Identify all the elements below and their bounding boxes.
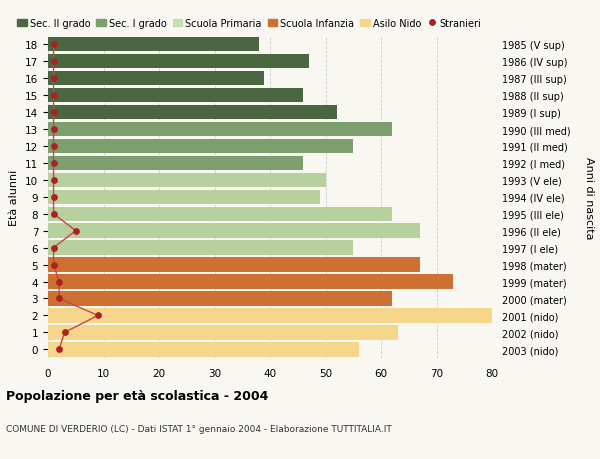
Bar bbox=[48, 275, 453, 289]
Bar bbox=[48, 241, 353, 255]
Legend: Sec. II grado, Sec. I grado, Scuola Primaria, Scuola Infanzia, Asilo Nido, Stran: Sec. II grado, Sec. I grado, Scuola Prim… bbox=[17, 19, 481, 28]
Bar bbox=[48, 190, 320, 205]
Point bbox=[93, 312, 103, 319]
Bar bbox=[48, 207, 392, 221]
Point bbox=[49, 211, 58, 218]
Point bbox=[60, 329, 70, 336]
Bar bbox=[48, 342, 359, 357]
Point bbox=[49, 92, 58, 100]
Bar bbox=[48, 157, 303, 171]
Point bbox=[49, 41, 58, 49]
Bar bbox=[48, 55, 309, 69]
Bar bbox=[48, 72, 265, 86]
Bar bbox=[48, 291, 392, 306]
Bar bbox=[48, 89, 303, 103]
Bar bbox=[48, 308, 492, 323]
Point bbox=[54, 278, 64, 285]
Point bbox=[49, 194, 58, 201]
Y-axis label: Età alunni: Età alunni bbox=[10, 169, 19, 225]
Text: COMUNE DI VERDERIO (LC) - Dati ISTAT 1° gennaio 2004 - Elaborazione TUTTITALIA.I: COMUNE DI VERDERIO (LC) - Dati ISTAT 1° … bbox=[6, 425, 392, 433]
Text: Popolazione per età scolastica - 2004: Popolazione per età scolastica - 2004 bbox=[6, 389, 268, 403]
Point bbox=[49, 261, 58, 269]
Point bbox=[49, 143, 58, 150]
Bar bbox=[48, 140, 353, 154]
Point bbox=[49, 109, 58, 117]
Bar bbox=[48, 258, 420, 272]
Point bbox=[71, 228, 80, 235]
Point bbox=[54, 346, 64, 353]
Point bbox=[49, 177, 58, 184]
Bar bbox=[48, 325, 398, 340]
Point bbox=[49, 160, 58, 167]
Bar bbox=[48, 173, 325, 188]
Point bbox=[49, 126, 58, 134]
Point bbox=[49, 245, 58, 252]
Bar bbox=[48, 38, 259, 52]
Y-axis label: Anni di nascita: Anni di nascita bbox=[584, 156, 594, 239]
Point bbox=[49, 75, 58, 83]
Point bbox=[54, 295, 64, 302]
Bar bbox=[48, 224, 420, 238]
Point bbox=[49, 58, 58, 66]
Bar bbox=[48, 106, 337, 120]
Bar bbox=[48, 123, 392, 137]
